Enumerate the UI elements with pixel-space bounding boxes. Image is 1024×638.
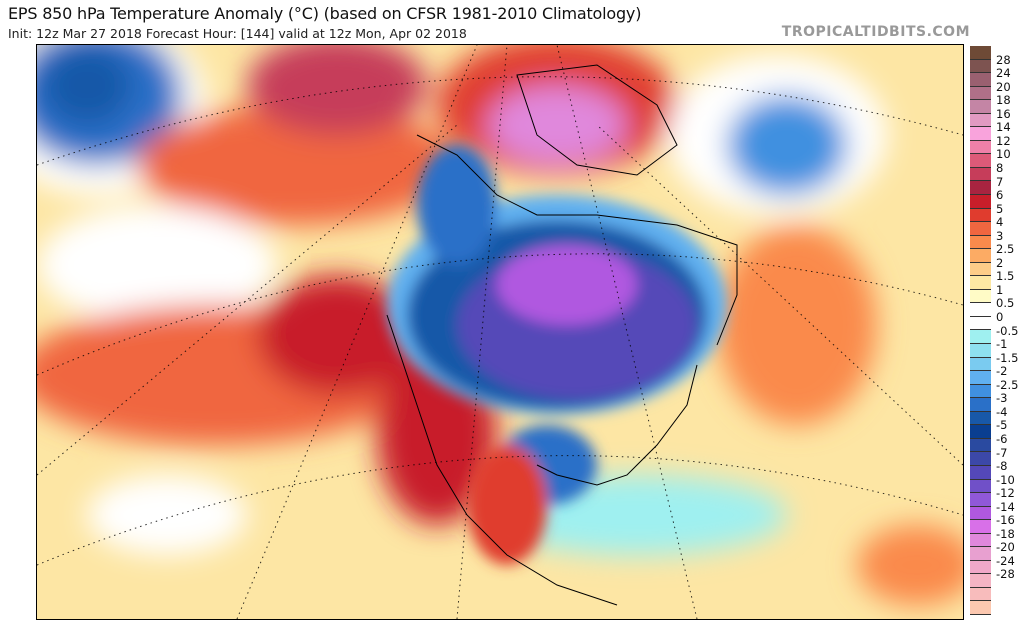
colorbar-swatch [970, 167, 991, 182]
colorbar-label: -18 [996, 526, 1015, 541]
colorbar-label: 1 [996, 282, 1004, 297]
colorbar-swatch [970, 276, 991, 290]
colorbar-swatch [970, 533, 991, 548]
colorbar-swatch [970, 59, 991, 74]
colorbar-swatch [970, 289, 991, 304]
colorbar [970, 46, 991, 615]
colorbar-label: -2.5 [996, 377, 1019, 392]
colorbar-swatch [970, 547, 991, 561]
colorbar-swatch [970, 86, 991, 101]
colorbar-swatch [970, 425, 991, 439]
colorbar-swatch [970, 452, 991, 466]
colorbar-swatch [970, 384, 991, 399]
temperature-anomaly-map [36, 44, 964, 620]
brand-watermark: TROPICALTIDBITS.COM [781, 24, 970, 40]
colorbar-label: 14 [996, 120, 1011, 135]
colorbar-swatch [970, 438, 991, 453]
colorbar-label: -4 [996, 404, 1008, 419]
colorbar-swatch [970, 587, 991, 602]
colorbar-label: 3 [996, 228, 1004, 243]
colorbar-swatch [970, 398, 991, 412]
colorbar-label: -1.5 [996, 350, 1019, 365]
colorbar-swatch [970, 357, 991, 372]
colorbar-swatch [970, 222, 991, 236]
colorbar-swatch [970, 181, 991, 196]
colorbar-label: -1 [996, 337, 1008, 352]
colorbar-label: -8 [996, 459, 1008, 474]
colorbar-swatch [970, 479, 991, 494]
colorbar-label: -3 [996, 391, 1008, 406]
colorbar-swatch [970, 330, 991, 345]
colorbar-label: 6 [996, 188, 1004, 203]
colorbar-swatch [970, 560, 991, 575]
graticule [37, 45, 963, 619]
colorbar-label: 24 [996, 66, 1011, 81]
colorbar-label: -14 [996, 499, 1015, 514]
map-subtitle: Init: 12z Mar 27 2018 Forecast Hour: [14… [8, 26, 467, 41]
colorbar-label: 0 [996, 310, 1004, 324]
colorbar-swatch [970, 303, 991, 317]
colorbar-swatch [970, 574, 991, 588]
colorbar-label: -5 [996, 418, 1008, 433]
colorbar-swatch [970, 113, 991, 128]
colorbar-label: -20 [996, 540, 1015, 555]
anomaly-field [37, 45, 963, 619]
colorbar-swatch [970, 249, 991, 263]
colorbar-label: 0.5 [996, 296, 1015, 311]
colorbar-swatch [970, 601, 991, 615]
colorbar-label: -28 [996, 567, 1015, 582]
colorbar-label: -0.5 [996, 323, 1019, 338]
colorbar-swatch [970, 506, 991, 521]
colorbar-label: 10 [996, 147, 1011, 162]
colorbar-label: -24 [996, 553, 1015, 568]
colorbar-swatch [970, 154, 991, 168]
colorbar-label: 2 [996, 255, 1004, 270]
colorbar-label: -16 [996, 513, 1015, 528]
colorbar-swatch [970, 127, 991, 141]
colorbar-label: 4 [996, 215, 1004, 230]
colorbar-label: 7 [996, 174, 1004, 189]
colorbar-swatch [970, 46, 991, 60]
colorbar-label: -6 [996, 431, 1008, 446]
colorbar-swatch [970, 73, 991, 87]
colorbar-swatch [970, 262, 991, 277]
colorbar-label: 18 [996, 93, 1011, 108]
colorbar-swatch [970, 493, 991, 507]
map-title: EPS 850 hPa Temperature Anomaly (°C) (ba… [8, 4, 642, 23]
colorbar-swatch [970, 235, 991, 250]
colorbar-swatch [970, 371, 991, 385]
colorbar-label: 28 [996, 52, 1011, 67]
colorbar-swatch [970, 520, 991, 534]
colorbar-label: 8 [996, 160, 1004, 175]
colorbar-label: -12 [996, 486, 1015, 501]
colorbar-swatch [970, 140, 991, 155]
colorbar-swatch [970, 316, 991, 331]
colorbar-swatch [970, 100, 991, 114]
colorbar-label: 5 [996, 201, 1004, 216]
coastlines [386, 64, 738, 606]
colorbar-label: 16 [996, 106, 1011, 121]
colorbar-swatch [970, 195, 991, 209]
colorbar-swatch [970, 344, 991, 358]
colorbar-label: 12 [996, 133, 1011, 148]
colorbar-label: 1.5 [996, 269, 1015, 284]
colorbar-swatch [970, 411, 991, 426]
colorbar-label: 2.5 [996, 242, 1015, 257]
colorbar-label: -7 [996, 445, 1008, 460]
colorbar-swatch [970, 465, 991, 480]
colorbar-label: 20 [996, 79, 1011, 94]
colorbar-swatch [970, 208, 991, 223]
colorbar-label: -10 [996, 472, 1015, 487]
colorbar-label: -2 [996, 364, 1008, 379]
